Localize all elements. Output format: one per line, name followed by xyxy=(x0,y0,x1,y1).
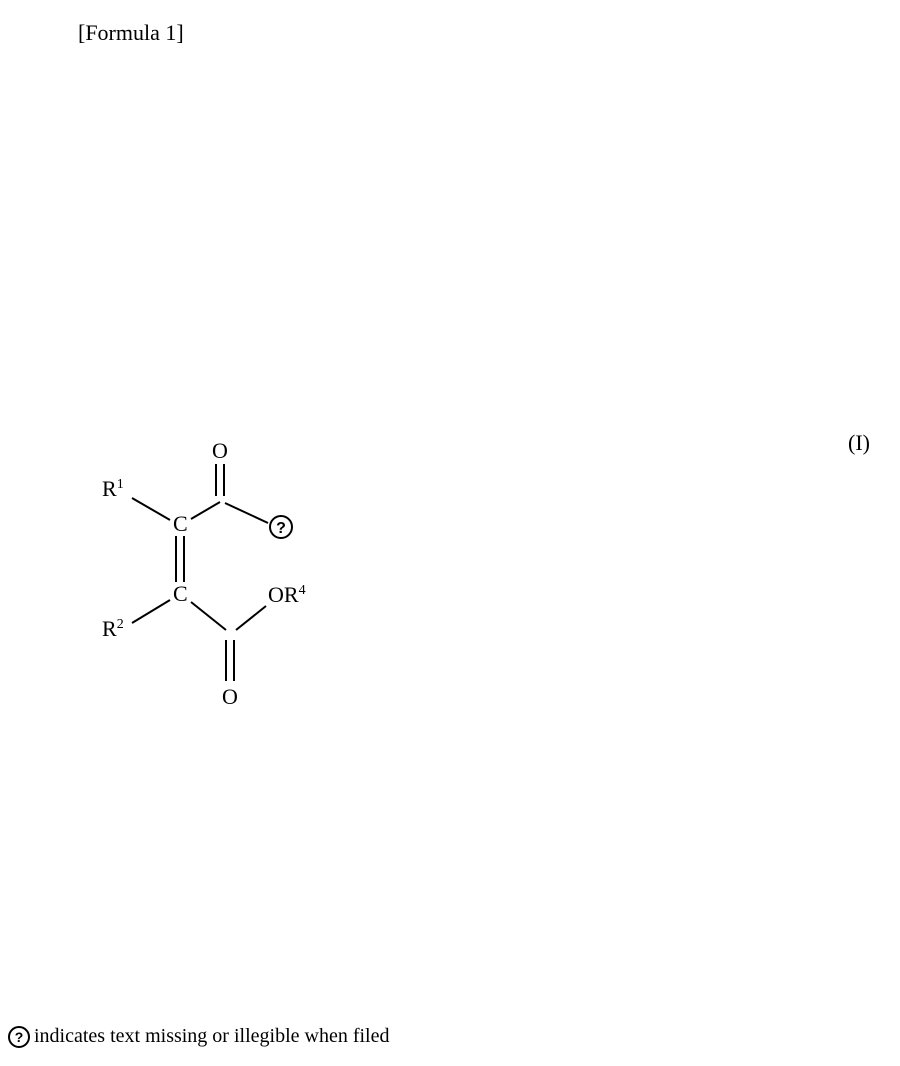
label-c-top: C xyxy=(173,511,188,536)
label-r1: R1 xyxy=(102,476,124,501)
label-or4: OR4 xyxy=(268,582,306,607)
footnote: ? indicates text missing or illegible wh… xyxy=(8,1025,389,1048)
label-r2: R2 xyxy=(102,616,124,641)
label-o-bottom: O xyxy=(222,684,238,709)
chemical-structure: R1 R2 C C O O OR4 ? xyxy=(70,430,330,730)
question-icon: ? xyxy=(8,1026,30,1048)
equation-number: (I) xyxy=(848,430,870,456)
svg-text:?: ? xyxy=(276,520,286,537)
structure-svg: R1 R2 C C O O OR4 ? xyxy=(70,430,330,730)
page: [Formula 1] (I) xyxy=(0,0,900,1066)
question-icon: ? xyxy=(270,516,292,538)
label-o-top: O xyxy=(212,438,228,463)
label-c-bottom: C xyxy=(173,581,188,606)
formula-label: [Formula 1] xyxy=(78,20,184,46)
footnote-text: indicates text missing or illegible when… xyxy=(34,1025,389,1048)
